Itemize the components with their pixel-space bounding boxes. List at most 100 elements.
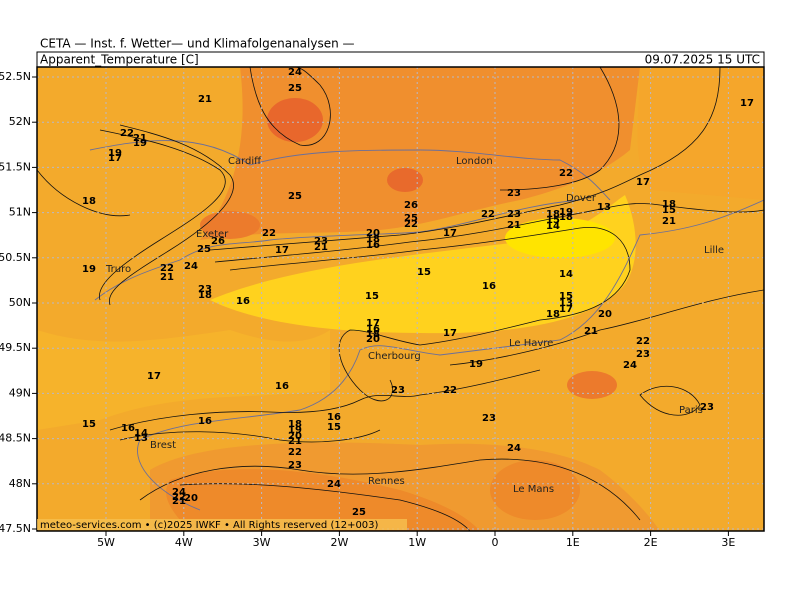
contour-label: 19: [559, 207, 573, 218]
contour-label: 15: [82, 419, 96, 430]
contour-label: 23: [636, 349, 650, 360]
contour-label: 20: [366, 334, 380, 345]
contour-label: 16: [121, 423, 135, 434]
lon-tick-label: 2W: [330, 536, 348, 549]
contour-label: 18: [288, 419, 302, 430]
city-label: Lille: [704, 245, 724, 256]
contour-line: [639, 386, 701, 416]
axis-ticks: 5W 4W 3W 2W 1W 0 1E 2E 3E 52.5N 52N 51.5N 51N 50.5N 50…: [0, 70, 735, 549]
contour-label: 25: [197, 244, 211, 255]
lat-tick-label: 47.5N: [0, 522, 31, 535]
contour-label: 18: [546, 209, 560, 220]
contour-label: 21: [133, 133, 147, 144]
contour-label: 17: [443, 228, 457, 239]
contour-label: 25: [352, 507, 366, 518]
contour-label: 17: [366, 318, 380, 329]
lon-tick-label: 5W: [97, 536, 115, 549]
contour-label: 22: [288, 447, 302, 458]
city-label: Le Mans: [513, 484, 554, 495]
field-hot: [200, 211, 260, 239]
city-label: Cherbourg: [368, 351, 421, 362]
lon-tick-label: 0: [492, 536, 499, 549]
lat-tick-label: 49.5N: [0, 341, 31, 354]
contour-label: 23: [507, 188, 521, 199]
contour-label: 24: [288, 67, 302, 78]
city-label: Rennes: [368, 476, 405, 487]
contour-label: 18: [559, 212, 573, 223]
contour-label: 24: [184, 261, 198, 272]
contour-label: 14: [559, 269, 573, 280]
field-coolest: [505, 218, 615, 258]
contour-label: 23: [391, 385, 405, 396]
header-title: CETA — Inst. f. Wetter— und Klimafolgena…: [40, 37, 355, 51]
contour-label: 22: [559, 168, 573, 179]
contour-line: [229, 226, 631, 321]
field-cool: [210, 195, 636, 334]
contour-label: 16: [236, 296, 250, 307]
contour-label: 19: [469, 359, 483, 370]
lat-tick-label: 52.5N: [0, 70, 31, 83]
city-label: Dover: [566, 193, 597, 204]
contour-label: 20: [184, 493, 198, 504]
contour-label: 18: [662, 199, 676, 210]
contour-line: [338, 319, 541, 402]
contour-label: 18: [546, 309, 560, 320]
contour-label: 17: [559, 304, 573, 315]
lat-tick-label: 49N: [9, 386, 31, 399]
contour-label: 17: [740, 98, 754, 109]
contour-label: 17: [147, 371, 161, 382]
contour-label: 16: [482, 281, 496, 292]
footer: meteo-services.com • (c)2025 IWKF • All …: [40, 520, 379, 531]
contour-label: 22: [172, 492, 186, 503]
contour-line: [139, 458, 641, 521]
contour-label: 25: [404, 213, 418, 224]
lat-tick-label: 52N: [9, 115, 31, 128]
contour-label: 13: [134, 433, 148, 444]
city-label: Brest: [150, 440, 176, 451]
contour-label: 17: [443, 328, 457, 339]
cities: Cardiff London Dover Exeter Truro Lille Le Hav…: [105, 156, 724, 495]
field-hottest: [387, 168, 423, 192]
contour-label: 17: [108, 153, 122, 164]
contour-label: 21: [288, 436, 302, 447]
contour-label: 23: [198, 284, 212, 295]
contour-label: 26: [404, 200, 418, 211]
contour-label: 18: [82, 196, 96, 207]
contour-label: 13: [559, 298, 573, 309]
lat-tick-label: 51.5N: [0, 160, 31, 173]
contour-label: 15: [417, 267, 431, 278]
contour-label: 14: [546, 221, 560, 232]
contour-label: 22: [404, 219, 418, 230]
contour-label: 16: [327, 412, 341, 423]
contour-label: 16: [366, 240, 380, 251]
contour-label: 23: [507, 209, 521, 220]
contour-label: 22: [160, 263, 174, 274]
contour-label: 21: [584, 326, 598, 337]
contour-label: 23: [288, 460, 302, 471]
lon-tick-label: 4W: [175, 536, 193, 549]
contour-label: 19: [82, 264, 96, 275]
contour-line: [249, 67, 331, 146]
contour-line: [214, 203, 764, 263]
lat-tick-label: 48.5N: [0, 432, 31, 445]
lon-tick-label: 1W: [408, 536, 426, 549]
coastline: [94, 199, 581, 301]
city-label: Exeter: [196, 229, 229, 240]
contour-label: 15: [559, 291, 573, 302]
contour-label: 23: [700, 402, 714, 413]
contour-label: 19: [288, 425, 302, 436]
lon-tick-label: 2E: [644, 536, 658, 549]
contour-label: 19: [108, 148, 122, 159]
contour-label: 25: [288, 83, 302, 94]
contour-line: [98, 129, 226, 301]
field-hottest: [267, 98, 323, 142]
contour-line: [449, 289, 764, 366]
contour-label: 17: [275, 245, 289, 256]
contour-label: 21: [172, 496, 186, 507]
contour-label: 20: [366, 228, 380, 239]
contour-label: 24: [507, 443, 521, 454]
contour-label: 18: [366, 329, 380, 340]
